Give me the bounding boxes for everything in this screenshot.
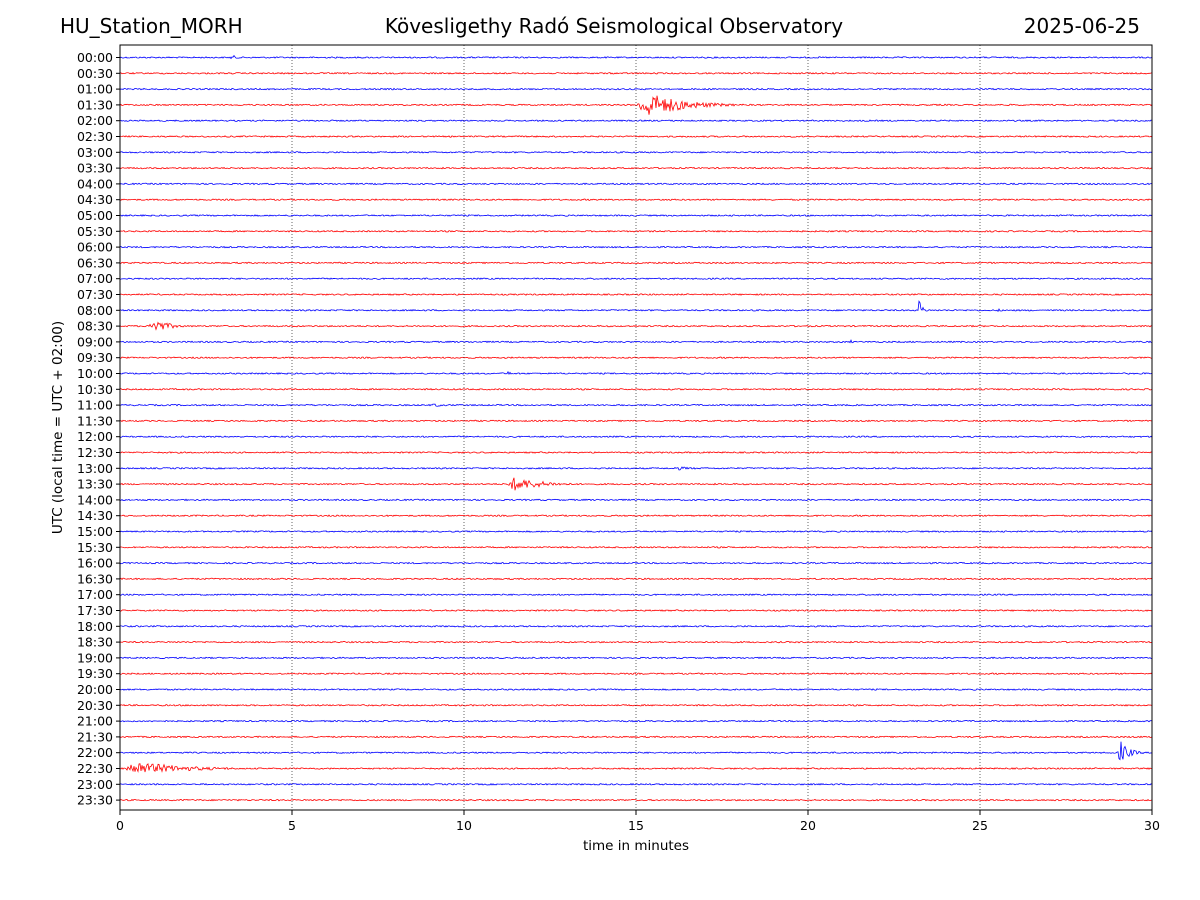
trace-1800 bbox=[119, 625, 1153, 628]
trace-2000 bbox=[119, 688, 1153, 691]
y-tick-label: 03:30 bbox=[77, 161, 113, 176]
y-tick-label: 01:30 bbox=[77, 97, 113, 112]
y-tick-label: 03:00 bbox=[77, 145, 113, 160]
y-tick-label: 22:30 bbox=[77, 761, 113, 776]
trace-0500 bbox=[119, 214, 1153, 217]
trace-1230 bbox=[119, 451, 1153, 454]
y-tick-label: 13:30 bbox=[77, 477, 113, 492]
y-tick-label: 16:30 bbox=[77, 571, 113, 586]
y-tick-label: 02:00 bbox=[77, 113, 113, 128]
x-tick-group: 0 5 10 15 20 25 30 bbox=[116, 810, 1160, 833]
trace-0330 bbox=[119, 166, 1153, 170]
y-tick-label: 11:00 bbox=[77, 398, 113, 413]
grid-group bbox=[291, 45, 981, 810]
trace-1300 bbox=[119, 466, 1153, 471]
x-tick-label: 10 bbox=[456, 818, 472, 833]
y-tick-label: 00:30 bbox=[77, 66, 113, 81]
x-tick-label: 30 bbox=[1144, 818, 1160, 833]
x-tick-label: 5 bbox=[288, 818, 296, 833]
trace-0430 bbox=[119, 198, 1153, 202]
y-tick-label: 08:00 bbox=[77, 303, 113, 318]
x-axis-label: time in minutes bbox=[583, 838, 689, 854]
trace-0630 bbox=[119, 261, 1153, 265]
y-tick-label: 18:30 bbox=[77, 635, 113, 650]
y-tick-label: 04:00 bbox=[77, 176, 113, 191]
y-tick-label: 21:00 bbox=[77, 714, 113, 729]
y-tick-label: 20:00 bbox=[77, 682, 113, 697]
y-tick-label: 13:00 bbox=[77, 461, 113, 476]
y-tick-label: 17:00 bbox=[77, 587, 113, 602]
y-tick-label: 14:30 bbox=[77, 508, 113, 523]
x-tick-label: 20 bbox=[800, 818, 816, 833]
trace-1600 bbox=[119, 561, 1153, 565]
y-tick-label: 09:00 bbox=[77, 334, 113, 349]
trace-1330 bbox=[119, 477, 1153, 491]
x-tick-label: 25 bbox=[972, 818, 988, 833]
trace-0100 bbox=[119, 87, 1153, 91]
trace-1400 bbox=[119, 498, 1153, 502]
y-tick-label: 02:30 bbox=[77, 129, 113, 144]
y-tick-label: 20:30 bbox=[77, 698, 113, 713]
chart-date: 2025-06-25 bbox=[1023, 14, 1140, 38]
trace-1200 bbox=[119, 435, 1153, 438]
y-tick-label: 01:00 bbox=[77, 82, 113, 97]
y-tick-label: 10:30 bbox=[77, 382, 113, 397]
observatory-title: Kövesligethy Radó Seismological Observat… bbox=[384, 14, 844, 38]
plot-frame bbox=[119, 44, 1153, 811]
trace-2200 bbox=[119, 741, 1153, 761]
y-tick-label: 21:30 bbox=[77, 729, 113, 744]
y-tick-label: 10:00 bbox=[77, 366, 113, 381]
y-tick-label: 04:30 bbox=[77, 192, 113, 207]
y-tick-label: 15:30 bbox=[77, 540, 113, 555]
y-tick-label: 12:00 bbox=[77, 429, 113, 444]
trace-1930 bbox=[119, 672, 1153, 676]
y-tick-label: 23:00 bbox=[77, 777, 113, 792]
trace-group bbox=[119, 54, 1153, 802]
y-tick-label: 05:30 bbox=[77, 224, 113, 239]
y-axis-label: UTC (local time = UTC + 02:00) bbox=[50, 321, 66, 534]
y-tick-label: 19:00 bbox=[77, 650, 113, 665]
x-tick-label: 15 bbox=[628, 818, 644, 833]
trace-2130 bbox=[119, 735, 1153, 739]
y-tick-label: 19:30 bbox=[77, 666, 113, 681]
y-tick-label: 07:00 bbox=[77, 271, 113, 286]
y-tick-label: 08:30 bbox=[77, 319, 113, 334]
trace-1030 bbox=[119, 387, 1153, 391]
y-tick-label: 23:30 bbox=[77, 793, 113, 808]
trace-0300 bbox=[119, 150, 1153, 154]
y-tick-label: 05:00 bbox=[77, 208, 113, 223]
y-tick-label: 22:00 bbox=[77, 745, 113, 760]
trace-2330 bbox=[119, 798, 1153, 802]
y-tick-group: 00:0000:3001:0001:3002:0002:3003:0003:30… bbox=[77, 50, 120, 808]
y-tick-label: 15:00 bbox=[77, 524, 113, 539]
trace-0030 bbox=[119, 71, 1153, 75]
y-tick-label: 06:30 bbox=[77, 255, 113, 270]
y-tick-label: 14:00 bbox=[77, 492, 113, 507]
y-tick-label: 00:00 bbox=[77, 50, 113, 65]
y-tick-label: 16:00 bbox=[77, 556, 113, 571]
y-tick-label: 09:30 bbox=[77, 350, 113, 365]
trace-0830 bbox=[119, 321, 1153, 331]
y-tick-label: 06:00 bbox=[77, 240, 113, 255]
station-name: HU_Station_MORH bbox=[60, 14, 243, 38]
y-tick-label: 12:30 bbox=[77, 445, 113, 460]
y-tick-label: 17:30 bbox=[77, 603, 113, 618]
trace-0230 bbox=[119, 135, 1153, 138]
y-tick-label: 11:30 bbox=[77, 413, 113, 428]
y-tick-label: 18:00 bbox=[77, 619, 113, 634]
trace-1730 bbox=[119, 609, 1153, 612]
trace-1000 bbox=[119, 370, 1153, 376]
y-tick-label: 07:30 bbox=[77, 287, 113, 302]
x-tick-label: 0 bbox=[116, 818, 124, 833]
